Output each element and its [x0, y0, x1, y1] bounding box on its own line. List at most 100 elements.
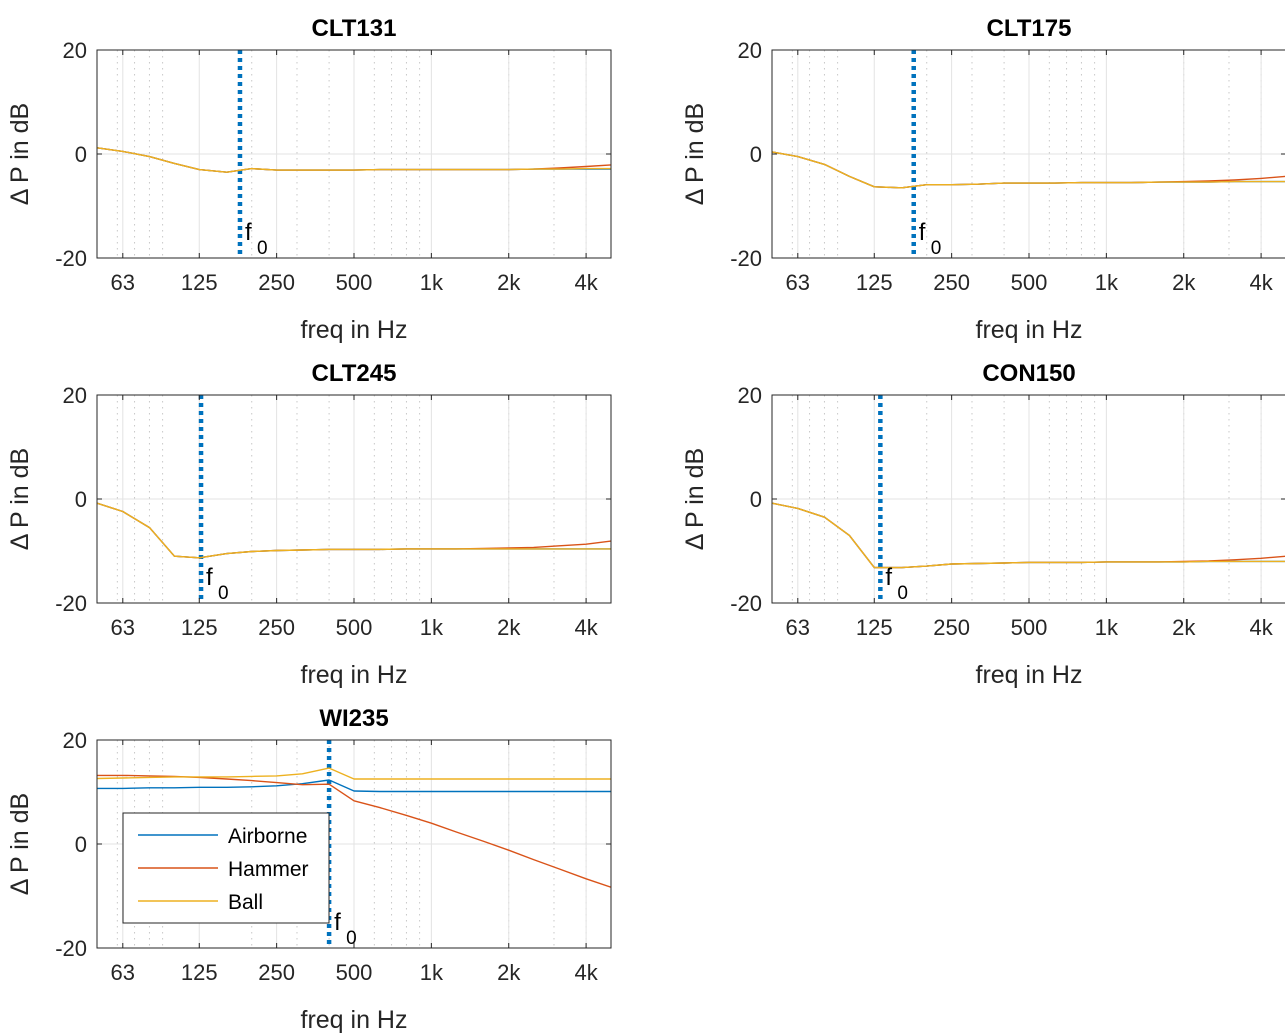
- x-axis-label: freq in Hz: [301, 661, 408, 689]
- f0-label: f0: [885, 564, 908, 604]
- x-tick-label: 2k: [1172, 615, 1196, 640]
- legend: Airborne Hammer Ball: [122, 812, 330, 924]
- f0-label-subscript: 0: [346, 928, 357, 949]
- x-tick-label: 500: [336, 615, 373, 640]
- series-group: [772, 151, 1285, 189]
- x-tick-label: 2k: [1172, 270, 1196, 295]
- x-tick-label: 500: [1011, 270, 1048, 295]
- series-line-ball: [97, 147, 611, 173]
- x-tick-label: 63: [111, 270, 135, 295]
- x-tick-label: 125: [181, 615, 218, 640]
- series-line-ball: [97, 767, 611, 780]
- x-tick-label: 63: [111, 615, 135, 640]
- f0-label-text: f: [245, 219, 252, 246]
- series-group: [97, 147, 611, 173]
- x-tick-label: 63: [111, 960, 135, 985]
- series-line-ball: [772, 502, 1285, 569]
- f0-label-subscript: 0: [257, 238, 268, 259]
- f0-label: f0: [919, 219, 942, 259]
- y-axis-label: Δ P in dB: [6, 793, 34, 895]
- y-tick-label: -20: [730, 246, 762, 271]
- x-tick-label: 4k: [574, 960, 598, 985]
- x-tick-label: 250: [258, 615, 295, 640]
- x-tick-label: 500: [336, 270, 373, 295]
- x-tick-label: 125: [856, 270, 893, 295]
- series-line-ball: [772, 151, 1285, 189]
- x-tick-label: 500: [1011, 615, 1048, 640]
- f0-label-text: f: [919, 219, 926, 246]
- y-axis-label: Δ P in dB: [6, 448, 34, 550]
- x-tick-label: 1k: [420, 615, 444, 640]
- y-tick-label: 20: [738, 383, 762, 408]
- tick-marks: [772, 394, 1285, 604]
- y-axis-label: Δ P in dB: [6, 103, 34, 205]
- y-tick-label: 20: [738, 38, 762, 63]
- f0-label-text: f: [885, 564, 892, 591]
- x-tick-label: 250: [933, 615, 970, 640]
- x-tick-label: 1k: [1095, 615, 1119, 640]
- f0-label-text: f: [206, 564, 213, 591]
- x-tick-label: 1k: [420, 960, 444, 985]
- legend-label: Airborne: [228, 825, 307, 848]
- f0-label: f0: [334, 909, 357, 949]
- x-tick-label: 125: [856, 615, 893, 640]
- series-line-airborne: [97, 779, 611, 793]
- x-tick-label: 2k: [497, 960, 521, 985]
- chart-title: CLT131: [312, 15, 397, 42]
- y-tick-label: 0: [75, 832, 87, 857]
- x-tick-label: 4k: [574, 270, 598, 295]
- tick-marks: [97, 49, 611, 259]
- y-tick-label: 20: [63, 38, 87, 63]
- f0-label-subscript: 0: [897, 583, 908, 604]
- series-line-ball: [97, 502, 611, 559]
- x-tick-label: 63: [786, 615, 810, 640]
- series-group: [772, 502, 1285, 569]
- x-tick-label: 63: [786, 270, 810, 295]
- x-axis-label: freq in Hz: [976, 661, 1083, 689]
- x-axis-label: freq in Hz: [301, 316, 408, 344]
- x-tick-label: 250: [258, 960, 295, 985]
- tick-marks: [772, 49, 1285, 259]
- y-tick-label: -20: [55, 246, 87, 271]
- y-axis-label: Δ P in dB: [681, 103, 709, 205]
- x-tick-label: 2k: [497, 615, 521, 640]
- tick-marks: [97, 394, 611, 604]
- series-group: [97, 502, 611, 559]
- y-tick-label: 0: [750, 142, 762, 167]
- y-tick-label: 20: [63, 383, 87, 408]
- y-tick-label: 0: [75, 487, 87, 512]
- y-tick-label: -20: [730, 591, 762, 616]
- y-tick-label: -20: [55, 591, 87, 616]
- legend-label: Ball: [228, 891, 263, 914]
- x-tick-label: 250: [258, 270, 295, 295]
- x-tick-label: 4k: [1249, 270, 1273, 295]
- series-group: [97, 767, 611, 888]
- x-tick-label: 2k: [497, 270, 521, 295]
- f0-label-subscript: 0: [218, 583, 229, 604]
- chart-title: WI235: [319, 705, 388, 732]
- legend-label: Hammer: [228, 858, 309, 881]
- y-axis-label: Δ P in dB: [681, 448, 709, 550]
- f0-label-text: f: [334, 909, 341, 936]
- x-axis-label: freq in Hz: [301, 1006, 408, 1034]
- x-axis-label: freq in Hz: [976, 316, 1083, 344]
- x-tick-label: 1k: [1095, 270, 1119, 295]
- y-tick-label: 20: [63, 728, 87, 753]
- chart-title: CON150: [982, 360, 1075, 387]
- chart-title: CLT245: [312, 360, 397, 387]
- tick-marks: [97, 739, 611, 949]
- y-tick-label: 0: [75, 142, 87, 167]
- f0-label: f0: [206, 564, 229, 604]
- x-tick-label: 500: [336, 960, 373, 985]
- x-tick-label: 125: [181, 960, 218, 985]
- x-tick-label: 250: [933, 270, 970, 295]
- y-tick-label: 0: [750, 487, 762, 512]
- x-tick-label: 4k: [574, 615, 598, 640]
- f0-label: f0: [245, 219, 268, 259]
- x-tick-label: 125: [181, 270, 218, 295]
